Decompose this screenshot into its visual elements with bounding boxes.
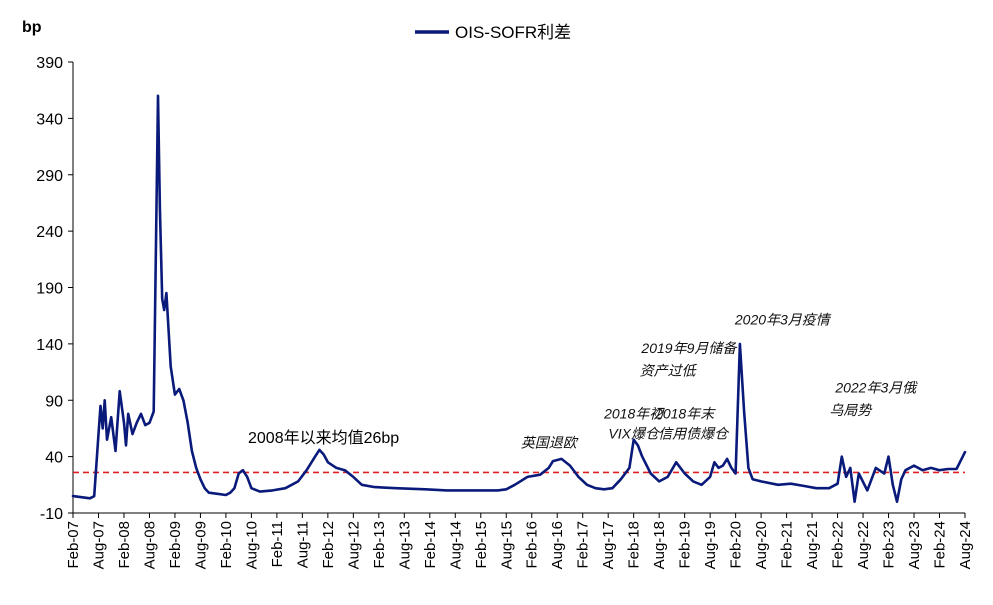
x-tick-label: Aug-14 [447, 521, 464, 569]
x-tick-label: Feb-12 [320, 521, 337, 569]
x-tick-label: Feb-13 [371, 521, 388, 569]
chart-annotation: 2019年9月储备 [640, 340, 738, 356]
chart-annotation: 资产过低 [640, 362, 698, 378]
x-tick-label: Feb-14 [422, 521, 439, 569]
chart-annotation: VIX爆仓 [608, 426, 661, 442]
x-tick-label: Aug-24 [957, 521, 974, 569]
chart-annotation: 2018年末 [654, 405, 716, 421]
x-tick-label: Feb-15 [473, 521, 490, 569]
x-tick-label: Aug-22 [855, 521, 872, 569]
y-axis-unit-label: bp [22, 19, 42, 36]
y-tick-label: 140 [36, 337, 63, 354]
x-tick-label: Feb-24 [932, 521, 949, 569]
x-tick-label: Aug-09 [192, 521, 209, 569]
y-tick-label: 390 [36, 55, 63, 72]
series-layer [71, 94, 967, 503]
chart-annotation: 2008年以来均值26bp [248, 429, 399, 447]
x-tick-label: Aug-15 [498, 521, 515, 569]
x-tick-label: Aug-20 [753, 521, 770, 569]
y-tick-label: 290 [36, 168, 63, 185]
x-tick-label: Feb-11 [269, 521, 286, 567]
x-tick-label: Feb-18 [626, 521, 643, 569]
chart-annotation: 乌局势 [829, 402, 873, 418]
x-tick-label: Feb-16 [524, 521, 541, 569]
chart-annotation: 英国退欧 [521, 435, 579, 451]
chart-annotation: 2018年初 [603, 405, 665, 421]
legend-label: OIS-SOFR利差 [455, 23, 571, 42]
y-tick-label: 40 [45, 450, 63, 467]
x-tick-label: Feb-21 [779, 521, 796, 569]
x-tick-label: Feb-08 [116, 521, 133, 569]
x-tick-label: Aug-13 [396, 521, 413, 569]
y-tick-label: 240 [36, 224, 63, 241]
x-tick-label: Aug-19 [702, 521, 719, 569]
y-tick-label: 340 [36, 111, 63, 128]
legend: OIS-SOFR利差 [415, 23, 571, 42]
x-tick-label: Aug-23 [906, 521, 923, 569]
x-tick-label: Feb-07 [65, 521, 82, 569]
chart-annotation: 2022年3月俄 [834, 379, 918, 395]
y-tick-label: -10 [40, 506, 63, 523]
x-tick-label: Feb-20 [728, 521, 745, 569]
chart-annotation: 2020年3月疫情 [734, 312, 832, 328]
x-tick-label: Aug-07 [90, 521, 107, 569]
x-tick-label: Aug-08 [141, 521, 158, 569]
x-tick-label: Feb-09 [167, 521, 184, 569]
axes-layer: -10 40 90 140 190 240 290 340 390 bp Feb-07 Aug-07 F… [22, 19, 974, 569]
series-line-ois-sofr-spread [71, 94, 967, 503]
x-tick-label: Feb-22 [830, 521, 847, 569]
x-tick-label: Aug-10 [243, 521, 260, 569]
x-tick-label: Aug-17 [600, 521, 617, 569]
chart-annotation: 信用债爆仓 [658, 426, 730, 442]
y-tick-label: 190 [36, 281, 63, 298]
x-tick-label: Aug-16 [549, 521, 566, 569]
x-tick-label: Aug-12 [345, 521, 362, 569]
x-tick-label: Feb-10 [218, 521, 235, 569]
x-tick-label: Aug-18 [651, 521, 668, 569]
x-tick-label: Feb-19 [677, 521, 694, 569]
y-tick-label: 90 [45, 393, 63, 410]
x-tick-label: Feb-23 [881, 521, 898, 569]
x-tick-label: Feb-17 [575, 521, 592, 569]
x-tick-label: Aug-11 [294, 521, 311, 568]
x-tick-label: Aug-21 [804, 521, 821, 569]
